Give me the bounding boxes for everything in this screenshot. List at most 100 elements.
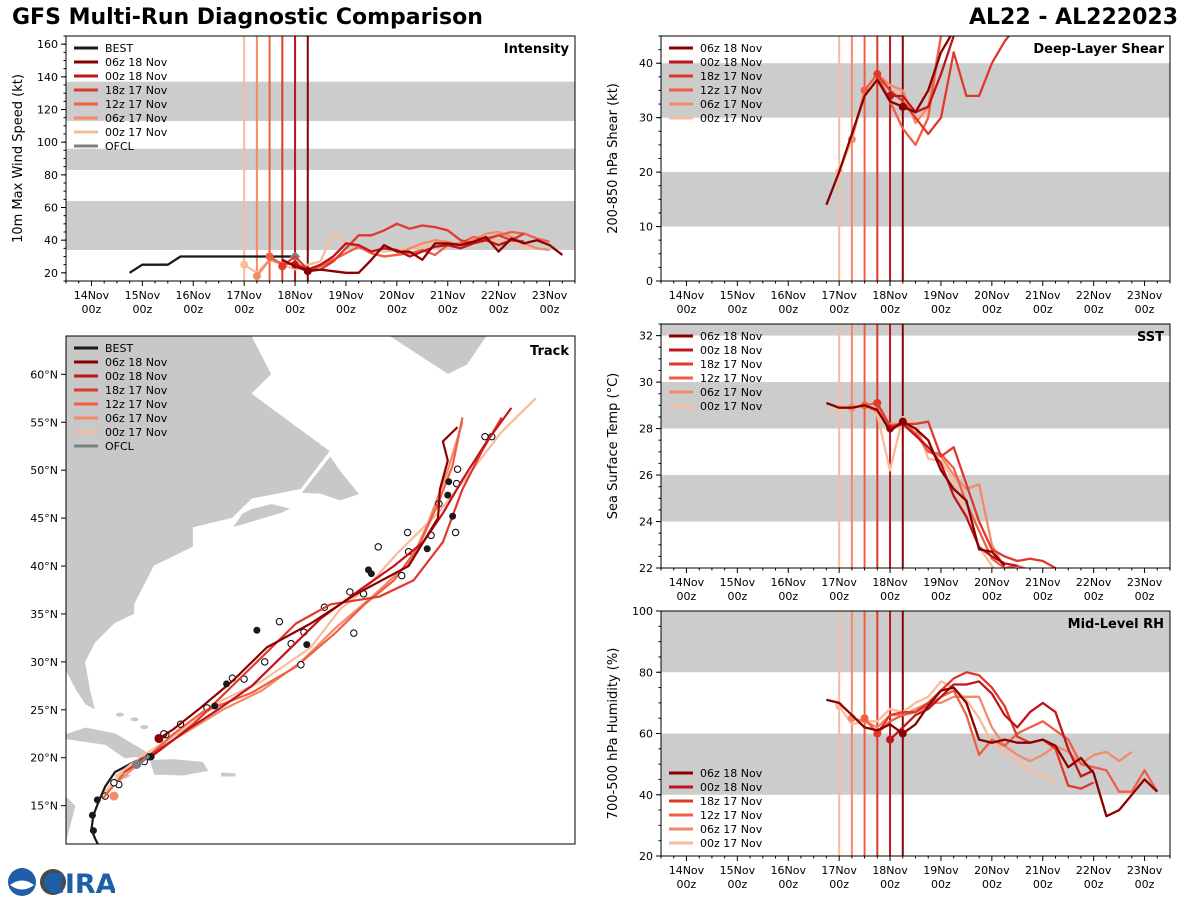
- x-tick-label-hour: 00z: [727, 303, 747, 316]
- legend-label-06z-18-nov: 06z 18 Nov: [700, 767, 763, 780]
- x-tick-label-day: 15Nov: [720, 576, 756, 589]
- legend-label-best: BEST: [105, 42, 133, 55]
- y-tick-label: 120: [37, 104, 58, 117]
- x-tick-label-day: 16Nov: [771, 864, 807, 877]
- y-tick-label: 26: [639, 469, 653, 482]
- series-line-06z-17-nov: [851, 695, 1133, 766]
- y-tick-label: 24: [639, 516, 653, 529]
- y-tick-label: 20: [44, 267, 58, 280]
- x-tick-label-day: 17Nov: [821, 864, 857, 877]
- init-marker-12z-17-nov: [860, 714, 869, 723]
- legend-label-00z-17-nov: 00z 17 Nov: [105, 426, 168, 439]
- legend-label-06z-18-nov: 06z 18 Nov: [105, 356, 168, 369]
- lat-tick-label: 35°N: [30, 608, 58, 621]
- track-point-06z-18-nov: [444, 491, 452, 499]
- lat-tick-label: 50°N: [30, 464, 58, 477]
- y-tick-label: 0: [646, 275, 653, 288]
- hispaniola-land: [148, 758, 210, 777]
- x-tick-label-hour: 00z: [1084, 303, 1104, 316]
- legend-label-best: BEST: [105, 342, 133, 355]
- y-tick-label: 140: [37, 71, 58, 84]
- track-point-06z-17-nov: [403, 528, 412, 537]
- shaded-band: [661, 611, 1170, 673]
- y-tick-label: 60: [44, 202, 58, 215]
- shear-panel: 01020304014Nov00z15Nov00z16Nov00z17Nov00…: [606, 35, 1171, 316]
- track-point-00z-18-nov: [423, 545, 431, 553]
- x-tick-label-day: 22Nov: [1076, 864, 1112, 877]
- y-tick-label: 160: [37, 38, 58, 51]
- sst-panel: 22242628303214Nov00z15Nov00z16Nov00z17No…: [606, 323, 1171, 603]
- x-tick-label-day: 15Nov: [720, 289, 756, 302]
- y-tick-label: 40: [639, 57, 653, 70]
- x-tick-label-day: 23Nov: [1127, 576, 1163, 589]
- x-tick-label-hour: 00z: [132, 303, 152, 316]
- y-tick-label: 40: [44, 234, 58, 247]
- track-point-06z-18-nov: [223, 680, 231, 688]
- central-america-land: [66, 795, 77, 844]
- x-tick-label-day: 21Nov: [1025, 576, 1061, 589]
- x-tick-label-hour: 00z: [982, 878, 1002, 891]
- legend-label-ofcl: OFCL: [105, 140, 135, 153]
- legend-label-ofcl: OFCL: [105, 440, 135, 453]
- panel-title: Intensity: [504, 42, 570, 57]
- init-marker-06z-18-nov: [898, 729, 907, 738]
- legend-label-06z-17-nov: 06z 17 Nov: [105, 112, 168, 125]
- x-tick-label-hour: 00z: [931, 303, 951, 316]
- logo-text: CIRA: [45, 869, 115, 898]
- track-point-00z-18-nov: [449, 512, 457, 520]
- puerto-rico-land: [220, 771, 237, 778]
- north-america-land: [66, 336, 331, 711]
- legend-label-06z-17-nov: 06z 17 Nov: [700, 823, 763, 836]
- x-tick-label-hour: 00z: [931, 590, 951, 603]
- x-tick-label-hour: 00z: [778, 878, 798, 891]
- legend-label-00z-17-nov: 00z 17 Nov: [700, 837, 763, 850]
- noaa-icon: CIRA: [8, 868, 117, 900]
- init-marker-06z-18-nov: [898, 102, 907, 111]
- x-tick-label-day: 21Nov: [430, 289, 466, 302]
- x-tick-label-hour: 00z: [1084, 590, 1104, 603]
- lat-tick-label: 45°N: [30, 512, 58, 525]
- x-tick-label-day: 17Nov: [821, 289, 857, 302]
- legend-label-00z-18-nov: 00z 18 Nov: [700, 344, 763, 357]
- x-tick-label-hour: 00z: [82, 303, 102, 316]
- x-tick-label-day: 19Nov: [923, 576, 959, 589]
- series-line-00z-18-nov: [294, 239, 525, 271]
- shaded-band: [661, 172, 1170, 227]
- track-point-00z-17-nov: [374, 543, 382, 551]
- y-tick-label: 10: [639, 221, 653, 234]
- y-axis-label: 10m Max Wind Speed (kt): [11, 74, 26, 243]
- legend-label-00z-18-nov: 00z 18 Nov: [700, 56, 763, 69]
- x-tick-label-day: 21Nov: [1025, 289, 1061, 302]
- track-panel: 15°N 20°N 25°N 30°N 35°N 40°N 45°N 50°N 55°N 60°N…: [30, 335, 576, 845]
- y-axis-label: Sea Surface Temp (°C): [606, 373, 621, 520]
- series-line-18z-17-nov: [876, 36, 1011, 136]
- track-start-ofcl: [131, 759, 141, 769]
- track-point-00z-18-nov: [303, 641, 311, 649]
- y-tick-label: 40: [639, 789, 653, 802]
- track-point-00z-18-nov: [211, 702, 219, 710]
- x-tick-label-day: 23Nov: [532, 289, 568, 302]
- track-start-06z-18-nov: [154, 734, 164, 744]
- shaded-band: [661, 324, 1170, 336]
- x-tick-label-day: 19Nov: [923, 289, 959, 302]
- y-tick-label: 28: [639, 423, 653, 436]
- track-point-18z-17-nov: [451, 528, 460, 537]
- init-marker-06z-18-nov: [898, 417, 907, 426]
- track-point-12z-17-nov: [240, 675, 248, 683]
- legend-label-00z-18-nov: 00z 18 Nov: [700, 781, 763, 794]
- legend-label-18z-17-nov: 18z 17 Nov: [105, 384, 168, 397]
- series-line-best: [128, 255, 296, 274]
- y-tick-label: 80: [639, 666, 653, 679]
- track-point-best: [93, 796, 101, 804]
- x-tick-label-hour: 00z: [829, 878, 849, 891]
- legend-label-12z-17-nov: 12z 17 Nov: [105, 398, 168, 411]
- track-point-12z-17-nov: [297, 661, 305, 669]
- x-tick-label-hour: 00z: [489, 303, 509, 316]
- x-tick-label-hour: 00z: [778, 590, 798, 603]
- lat-tick-label: 40°N: [30, 560, 58, 573]
- lat-tick-label: 20°N: [30, 752, 58, 765]
- x-tick-label-hour: 00z: [438, 303, 458, 316]
- track-point-06z-17-nov: [346, 588, 354, 596]
